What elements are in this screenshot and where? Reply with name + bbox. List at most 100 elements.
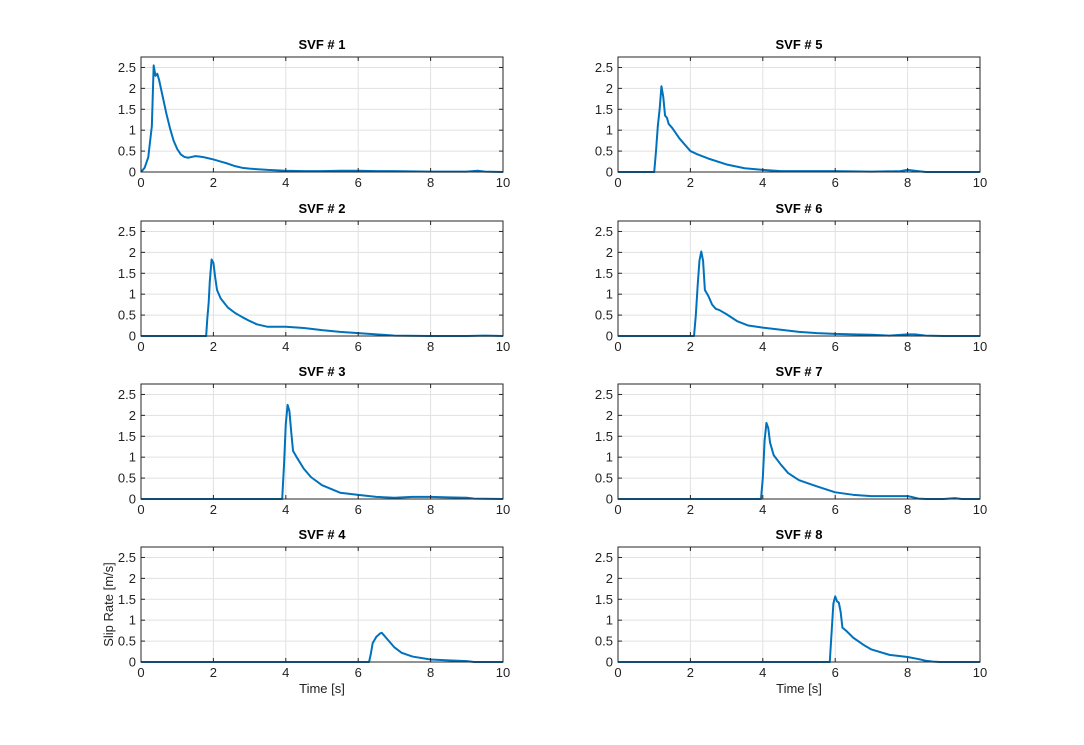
x-tick-label: 10: [496, 502, 510, 517]
subplot-title: SVF # 8: [776, 527, 823, 542]
x-tick-label: 8: [904, 175, 911, 190]
y-tick-label: 2.5: [595, 387, 613, 402]
x-tick-label: 8: [427, 665, 434, 680]
x-tick-label: 0: [137, 175, 144, 190]
x-tick-label: 0: [614, 502, 621, 517]
y-tick-label: 0: [606, 655, 613, 670]
x-tick-label: 8: [904, 339, 911, 354]
y-tick-label: 1.5: [118, 429, 136, 444]
subplot-title: SVF # 1: [299, 37, 346, 52]
subplot-title: SVF # 2: [299, 201, 346, 216]
y-tick-label: 1: [129, 287, 136, 302]
y-tick-label: 0: [129, 655, 136, 670]
x-tick-label: 2: [687, 339, 694, 354]
y-tick-label: 2: [606, 571, 613, 586]
plot-area: [141, 57, 503, 172]
x-axis-label: Time [s]: [776, 681, 822, 696]
y-tick-label: 1.5: [595, 266, 613, 281]
x-tick-label: 2: [687, 665, 694, 680]
x-tick-label: 6: [355, 339, 362, 354]
y-tick-label: 0.5: [595, 471, 613, 486]
plot-area: [141, 547, 503, 662]
x-tick-label: 10: [496, 339, 510, 354]
y-tick-label: 1: [129, 450, 136, 465]
x-tick-label: 4: [282, 175, 289, 190]
x-tick-label: 8: [904, 502, 911, 517]
y-tick-label: 2.5: [118, 224, 136, 239]
x-tick-label: 10: [973, 339, 987, 354]
y-tick-label: 2.5: [595, 60, 613, 75]
x-tick-label: 0: [614, 175, 621, 190]
y-tick-label: 0.5: [595, 144, 613, 159]
x-tick-label: 0: [137, 665, 144, 680]
subplot-title: SVF # 7: [776, 364, 823, 379]
series-line: [141, 631, 503, 663]
x-tick-label: 10: [496, 665, 510, 680]
subplot-6: 0 2 4 6 8 10 0 0.5 1 1.5 2 2.5 SVF # 6: [595, 201, 987, 354]
plot-area: [618, 57, 980, 172]
axes-box: [140, 56, 504, 173]
x-tick-label: 6: [832, 175, 839, 190]
subplot-title: SVF # 5: [776, 37, 823, 52]
subplot-2: 0 2 4 6 8 10 0 0.5 1 1.5 2 2.5 SVF # 2: [118, 201, 510, 354]
subplot-title: SVF # 4: [299, 527, 347, 542]
y-tick-label: 2.5: [118, 387, 136, 402]
y-tick-label: 0.5: [595, 308, 613, 323]
y-tick-label: 1: [606, 450, 613, 465]
y-tick-label: 2: [129, 408, 136, 423]
x-tick-label: 2: [687, 175, 694, 190]
y-tick-label: 1: [606, 287, 613, 302]
axes-box: [617, 546, 981, 663]
x-tick-label: 4: [282, 665, 289, 680]
x-tick-label: 4: [759, 339, 766, 354]
x-tick-label: 10: [973, 665, 987, 680]
subplot-title: SVF # 3: [299, 364, 346, 379]
y-tick-label: 0.5: [118, 471, 136, 486]
subplot-title: SVF # 6: [776, 201, 823, 216]
y-tick-label: 2.5: [118, 60, 136, 75]
x-tick-label: 0: [614, 665, 621, 680]
plot-area: [618, 384, 980, 499]
x-tick-label: 2: [210, 665, 217, 680]
x-tick-label: 6: [355, 665, 362, 680]
axes-box: [617, 383, 981, 500]
y-tick-label: 2: [129, 245, 136, 260]
subplot-3: 0 2 4 6 8 10 0 0.5 1 1.5 2 2.5 SVF # 3: [118, 364, 510, 517]
axes-box: [140, 220, 504, 337]
x-tick-label: 6: [355, 175, 362, 190]
axes-box: [140, 383, 504, 500]
x-tick-label: 10: [973, 502, 987, 517]
plot-area: [141, 221, 503, 336]
plot-area: [618, 221, 980, 336]
y-tick-label: 0.5: [595, 634, 613, 649]
y-tick-label: 2.5: [118, 550, 136, 565]
y-tick-label: 1: [129, 613, 136, 628]
x-tick-label: 8: [904, 665, 911, 680]
x-tick-label: 2: [687, 502, 694, 517]
y-tick-label: 2.5: [595, 224, 613, 239]
y-tick-label: 2: [606, 408, 613, 423]
y-tick-label: 1: [606, 613, 613, 628]
x-tick-label: 8: [427, 175, 434, 190]
plot-area: [618, 547, 980, 662]
axes-box: [140, 546, 504, 663]
y-tick-label: 2: [129, 81, 136, 96]
x-tick-label: 8: [427, 502, 434, 517]
x-tick-label: 6: [355, 502, 362, 517]
subplot-1: 0 2 4 6 8 10 0 0.5 1 1.5 2 2.5 SVF # 1: [118, 37, 510, 190]
x-tick-label: 4: [759, 502, 766, 517]
x-tick-label: 2: [210, 339, 217, 354]
y-tick-label: 0.5: [118, 308, 136, 323]
y-tick-label: 2: [606, 245, 613, 260]
series-line: [618, 85, 980, 173]
y-tick-label: 1.5: [118, 102, 136, 117]
x-tick-label: 0: [614, 339, 621, 354]
x-tick-label: 0: [137, 502, 144, 517]
y-tick-label: 0: [129, 492, 136, 507]
x-tick-label: 8: [427, 339, 434, 354]
y-tick-label: 0: [606, 492, 613, 507]
axes-box: [617, 220, 981, 337]
x-tick-label: 2: [210, 502, 217, 517]
subplot-7: 0 2 4 6 8 10 0 0.5 1 1.5 2 2.5 SVF # 7: [595, 364, 987, 517]
y-tick-label: 2: [129, 571, 136, 586]
